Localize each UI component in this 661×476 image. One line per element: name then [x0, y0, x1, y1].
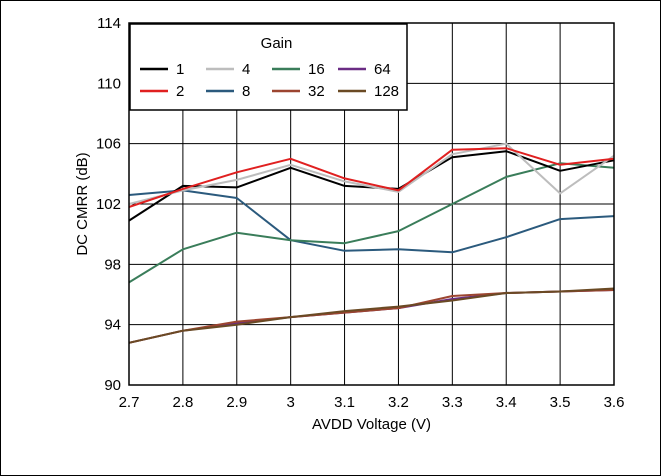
legend-label-gain-16: 16	[308, 61, 325, 78]
y-tick-label: 114	[97, 15, 121, 32]
y-tick-label: 102	[96, 196, 121, 213]
series-line-gain-16	[128, 162, 615, 284]
x-tick-labels: 2.7 2.8 2.9 3 3.1 3.2 3.3 3.4 3.5 3.6	[119, 394, 625, 411]
x-tick-label: 2.7	[119, 394, 140, 411]
y-tick-label: 106	[96, 136, 121, 153]
legend-title: Gain	[261, 35, 293, 52]
series-line-gain-128	[128, 287, 615, 344]
y-tick-label: 90	[104, 377, 121, 394]
y-tick-label: 94	[104, 317, 121, 334]
legend-label-gain-8: 8	[242, 83, 250, 100]
series-line-gain-64	[128, 289, 615, 344]
x-tick-label: 3	[286, 394, 294, 411]
y-tick-label: 98	[104, 256, 121, 273]
x-tick-label: 3.3	[442, 394, 463, 411]
y-axis-label: DC CMRR (dB)	[74, 152, 91, 255]
x-tick-label: 3.5	[550, 394, 571, 411]
x-tick-label: 3.4	[496, 394, 517, 411]
x-tick-label: 2.9	[226, 394, 247, 411]
x-tick-label: 2.8	[172, 394, 193, 411]
legend-label-gain-4: 4	[242, 61, 250, 78]
legend-label-gain-2: 2	[176, 83, 184, 100]
y-tick-label: 110	[97, 75, 121, 92]
legend-label-gain-64: 64	[374, 61, 391, 78]
series-line-gain-2	[128, 147, 615, 208]
x-axis-label: AVDD Voltage (V)	[312, 416, 431, 433]
legend-label-gain-128: 128	[374, 83, 399, 100]
legend-label-gain-32: 32	[308, 83, 325, 100]
legend-label-gain-1: 1	[176, 61, 184, 78]
x-tick-label: 3.1	[334, 394, 355, 411]
plot-border	[128, 22, 615, 386]
series-line-gain-8	[128, 189, 615, 254]
series-line-gain-32	[128, 289, 615, 344]
series-lines	[128, 142, 615, 344]
legend-box	[129, 23, 408, 111]
x-tick-label: 3.6	[604, 394, 625, 411]
y-tick-labels: 90 94 98 102 106 110 114	[96, 15, 121, 394]
series-line-gain-4	[128, 142, 615, 205]
legend: Gain 1 4 16 64 2 8 32 128	[129, 23, 408, 111]
x-tick-label: 3.2	[388, 394, 409, 411]
